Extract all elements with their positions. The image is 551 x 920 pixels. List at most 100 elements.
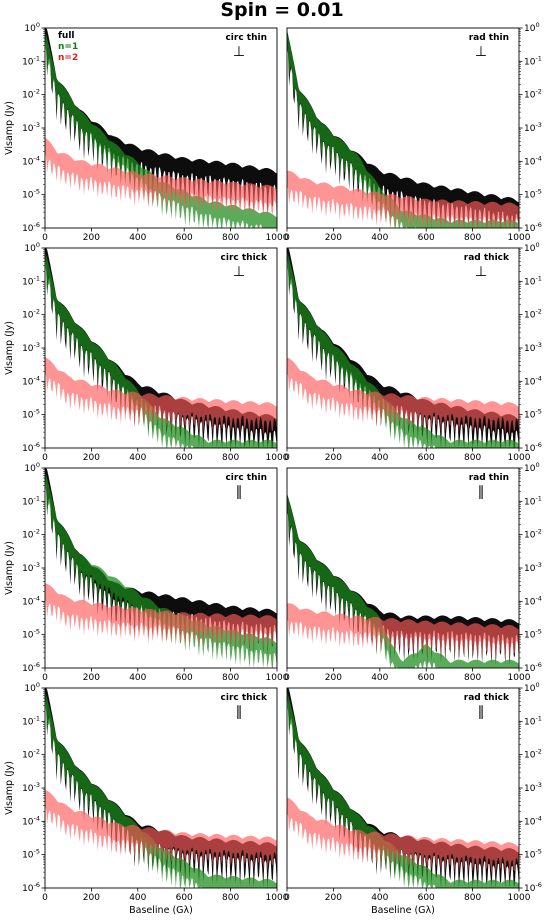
x-tick-label: 0 bbox=[42, 673, 48, 683]
series-n2 bbox=[287, 357, 519, 437]
y-tick-label: 10-6 bbox=[524, 221, 542, 234]
y-tick-label: 10-1 bbox=[22, 274, 40, 287]
y-tick-label: 10-4 bbox=[22, 594, 40, 607]
x-tick-label: 200 bbox=[83, 673, 100, 683]
plot-area bbox=[45, 468, 277, 668]
series-n2 bbox=[45, 583, 277, 650]
x-tick-label: 0 bbox=[284, 893, 290, 903]
panel-label: circ thin bbox=[225, 33, 267, 43]
y-tick-label: 10-3 bbox=[524, 341, 542, 354]
x-tick-label: 600 bbox=[176, 893, 193, 903]
x-tick-label: 800 bbox=[222, 673, 239, 683]
x-tick-label: 400 bbox=[129, 673, 146, 683]
y-tick-label: 10-3 bbox=[524, 561, 542, 574]
polarization-symbol: ∥ bbox=[478, 704, 485, 720]
y-tick-label: 10-2 bbox=[524, 748, 542, 761]
y-tick-label: 10-3 bbox=[22, 121, 40, 134]
y-tick-label: 10-4 bbox=[524, 814, 542, 827]
polarization-symbol: ⊥ bbox=[475, 44, 487, 60]
y-tick-label: 10-6 bbox=[22, 881, 40, 894]
polarization-symbol: ⊥ bbox=[475, 264, 487, 280]
x-tick-label: 400 bbox=[371, 453, 388, 463]
y-tick-label: 10-2 bbox=[22, 88, 40, 101]
x-axis-label: Baseline (Gλ) bbox=[371, 905, 435, 916]
y-tick-label: 10-5 bbox=[524, 188, 542, 201]
series-n2 bbox=[287, 603, 519, 660]
x-tick-label: 400 bbox=[129, 893, 146, 903]
x-tick-label: 1000 bbox=[266, 453, 289, 463]
x-tick-label: 200 bbox=[83, 893, 100, 903]
y-tick-label: 10-4 bbox=[22, 814, 40, 827]
polarization-symbol: ∥ bbox=[236, 704, 243, 720]
x-tick-label: 600 bbox=[176, 673, 193, 683]
x-tick-label: 400 bbox=[129, 453, 146, 463]
plot-area bbox=[45, 28, 277, 228]
legend-entry: n=2 bbox=[58, 53, 78, 63]
panel-label: rad thick bbox=[464, 253, 510, 263]
y-tick-label: 10-6 bbox=[22, 441, 40, 454]
series-n1 bbox=[45, 690, 277, 888]
x-tick-label: 400 bbox=[371, 673, 388, 683]
y-tick-label: 10-1 bbox=[524, 494, 542, 507]
plot-area bbox=[287, 493, 519, 668]
series-n2 bbox=[287, 797, 519, 877]
series-n1 bbox=[45, 470, 277, 668]
x-tick-label: 1000 bbox=[266, 673, 289, 683]
x-tick-label: 400 bbox=[129, 233, 146, 243]
y-tick-label: 100 bbox=[24, 21, 40, 34]
y-tick-label: 10-2 bbox=[22, 528, 40, 541]
x-tick-label: 800 bbox=[464, 673, 481, 683]
y-tick-label: 10-2 bbox=[524, 308, 542, 321]
x-tick-label: 200 bbox=[325, 453, 342, 463]
polarization-symbol: ⊥ bbox=[233, 44, 245, 60]
x-tick-label: 0 bbox=[42, 453, 48, 463]
legend-entry: full bbox=[58, 31, 75, 41]
y-tick-label: 10-5 bbox=[524, 628, 542, 641]
panel-label: circ thick bbox=[221, 253, 268, 263]
x-axis-label: Baseline (Gλ) bbox=[129, 905, 193, 916]
plot-area bbox=[45, 688, 277, 888]
plot-area bbox=[287, 248, 519, 448]
x-tick-label: 800 bbox=[222, 453, 239, 463]
plot-area bbox=[287, 688, 519, 888]
series-n2 bbox=[45, 357, 277, 437]
y-tick-label: 10-6 bbox=[22, 221, 40, 234]
y-tick-label: 10-1 bbox=[524, 54, 542, 67]
panel-label: rad thin bbox=[469, 473, 509, 483]
x-tick-label: 200 bbox=[325, 673, 342, 683]
y-tick-label: 10-5 bbox=[22, 408, 40, 421]
y-tick-label: 10-2 bbox=[524, 88, 542, 101]
y-tick-label: 10-1 bbox=[524, 274, 542, 287]
x-tick-label: 800 bbox=[222, 893, 239, 903]
y-tick-label: 100 bbox=[24, 241, 40, 254]
series-full bbox=[45, 28, 277, 215]
x-tick-label: 0 bbox=[284, 673, 290, 683]
x-tick-label: 800 bbox=[464, 233, 481, 243]
x-tick-label: 800 bbox=[222, 233, 239, 243]
x-tick-label: 200 bbox=[83, 233, 100, 243]
x-tick-label: 600 bbox=[418, 453, 435, 463]
y-tick-label: 10-5 bbox=[524, 848, 542, 861]
series-n2 bbox=[45, 137, 277, 219]
x-tick-label: 0 bbox=[42, 233, 48, 243]
x-tick-label: 1000 bbox=[508, 893, 531, 903]
panel-label: rad thin bbox=[469, 33, 509, 43]
x-tick-label: 600 bbox=[418, 233, 435, 243]
y-tick-label: 100 bbox=[24, 461, 40, 474]
y-tick-label: 10-4 bbox=[22, 154, 40, 167]
x-tick-label: 0 bbox=[42, 893, 48, 903]
y-tick-label: 10-2 bbox=[22, 308, 40, 321]
x-tick-label: 400 bbox=[371, 233, 388, 243]
plot-area bbox=[45, 248, 277, 448]
x-tick-label: 800 bbox=[464, 453, 481, 463]
y-tick-label: 100 bbox=[524, 461, 540, 474]
y-tick-label: 10-3 bbox=[524, 121, 542, 134]
